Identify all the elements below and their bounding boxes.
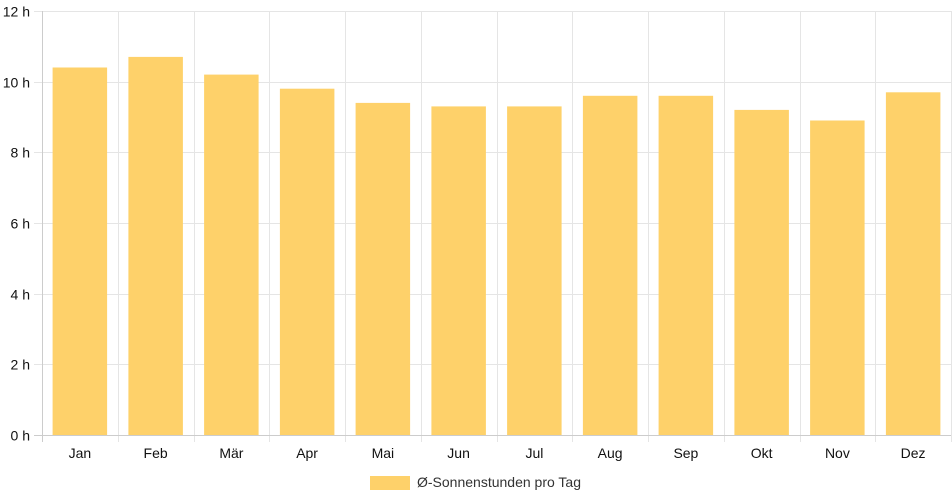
bar-Mär[interactable] [204,74,259,435]
y-tick-label-6: 12 h [3,4,30,20]
bar-Apr[interactable] [279,88,335,435]
x-tick-label-10: Nov [825,445,850,461]
y-tick-label-1: 2 h [11,357,30,373]
bar-Feb[interactable] [128,56,183,436]
tick-labels: 0 h 2 h 4 h 6 h 8 h 10 h 12 h Jan Feb Mär Apr Mai Ju… [3,4,926,462]
x-tick-label-11: Dez [901,445,926,461]
axes [42,11,951,436]
x-tick-label-7: Aug [598,445,623,461]
y-tick-label-2: 4 h [11,287,30,303]
legend-label[interactable]: Ø-Sonnenstunden pro Tag [417,474,581,490]
legend-swatch[interactable] [370,476,410,490]
y-tick-label-3: 6 h [11,216,30,232]
bar-Okt[interactable] [734,109,789,436]
x-tick-label-0: Jan [69,445,92,461]
y-tick-label-4: 8 h [11,145,30,161]
bar-Aug[interactable] [582,95,638,436]
x-tick-label-1: Feb [144,445,168,461]
x-tick-label-4: Mai [372,445,395,461]
bar-Jan[interactable] [52,67,108,436]
y-tick-label-5: 10 h [3,75,30,91]
x-tick-label-3: Apr [296,445,318,461]
x-tick-label-2: Mär [219,445,243,461]
bar-Jun[interactable] [431,106,486,436]
bar-Jul[interactable] [507,106,562,436]
y-tick-label-0: 0 h [11,428,30,444]
x-tick-label-5: Jun [447,445,470,461]
x-tick-label-8: Sep [673,445,698,461]
bars [52,56,941,436]
x-tick-label-6: Jul [525,445,543,461]
bar-Mai[interactable] [355,102,411,436]
bar-Nov[interactable] [810,120,865,436]
bar-Dez[interactable] [885,92,941,436]
legend[interactable]: Ø-Sonnenstunden pro Tag [370,474,581,490]
bar-Sep[interactable] [658,95,714,436]
x-tick-label-9: Okt [751,445,773,461]
grid-lines [34,11,952,442]
